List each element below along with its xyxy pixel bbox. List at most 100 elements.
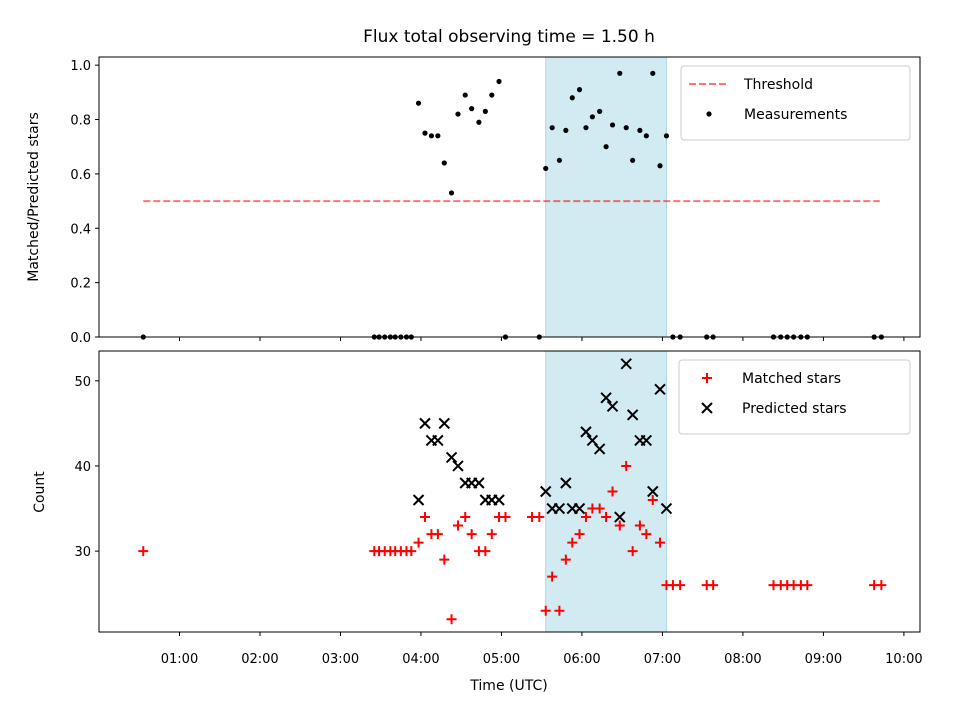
data-point	[627, 546, 638, 557]
y-tick-label: 40	[74, 460, 91, 475]
data-point	[641, 529, 652, 540]
data-point	[448, 190, 455, 196]
data-point	[657, 163, 663, 169]
data-point	[480, 546, 491, 557]
data-point	[415, 100, 422, 106]
data-point	[640, 434, 653, 447]
y-tick-label: 0.0	[70, 331, 91, 346]
data-point	[466, 529, 477, 540]
data-point	[486, 529, 497, 540]
x-tick-label: 07:00	[644, 652, 681, 667]
data-point	[573, 502, 586, 515]
data-point	[422, 130, 428, 136]
data-point	[553, 502, 566, 515]
data-point	[597, 108, 603, 114]
data-point	[445, 451, 458, 464]
data-point	[419, 512, 430, 523]
x-tick-label: 01:00	[161, 652, 198, 667]
data-point	[462, 92, 468, 98]
axes-frame	[98, 56, 921, 338]
y-tick-label: 0.8	[70, 114, 91, 129]
data-point	[637, 127, 643, 133]
data-point	[576, 87, 583, 93]
data-point	[567, 537, 578, 548]
data-point	[660, 502, 673, 515]
data-point	[473, 477, 485, 489]
data-point	[589, 114, 596, 120]
data-point	[655, 537, 666, 548]
data-point	[435, 133, 441, 139]
data-point	[606, 400, 619, 413]
data-point	[540, 485, 552, 498]
data-point	[534, 512, 545, 523]
data-point	[549, 125, 555, 131]
data-point	[580, 512, 591, 523]
data-point	[452, 520, 463, 531]
bottom-panel: 30 40 50 01:00 02:00 03:00 04:00 05:00 06:00 07:0…	[74, 350, 923, 667]
x-tick-label: 02:00	[241, 652, 278, 667]
data-point	[428, 133, 435, 139]
data-point	[663, 133, 670, 139]
x-tick-label: 10:00	[885, 652, 922, 667]
data-point	[469, 106, 475, 112]
data-point	[554, 605, 565, 616]
data-point	[432, 529, 443, 540]
legend-entry-label: Threshold	[743, 77, 813, 93]
legend: Threshold Measurements	[680, 65, 911, 141]
data-point	[489, 92, 495, 98]
y-tick-label: 1.0	[70, 59, 91, 74]
y-tick-label: 50	[74, 375, 91, 390]
data-point	[634, 520, 645, 531]
data-point	[601, 512, 612, 523]
observing-span	[545, 350, 667, 633]
data-point	[496, 78, 502, 85]
data-point	[621, 460, 632, 471]
data-point	[460, 512, 471, 523]
data-point	[626, 409, 639, 421]
data-point	[614, 520, 625, 531]
data-point	[623, 125, 629, 131]
legend-entry-label: Predicted stars	[742, 401, 847, 417]
data-point	[419, 417, 431, 430]
x-tick-label: 05:00	[483, 652, 520, 667]
data-point	[614, 511, 626, 523]
chart-title: Flux total observing time = 1.50 h	[363, 27, 655, 47]
y-tick-label: 30	[74, 545, 91, 560]
series-predicted-stars	[412, 358, 673, 523]
data-point	[543, 165, 549, 172]
top-y-axis-label: Matched/Predicted stars	[26, 112, 42, 282]
legend-entry-label: Measurements	[744, 107, 847, 123]
data-point	[560, 477, 572, 489]
legend-dot-marker	[706, 111, 712, 117]
data-point	[600, 392, 612, 404]
data-point	[617, 70, 623, 76]
data-point	[643, 133, 649, 139]
data-point	[650, 70, 656, 76]
legend-box	[678, 359, 911, 435]
data-point	[439, 554, 450, 565]
x-tick-label: 09:00	[805, 652, 842, 667]
legend-box	[680, 65, 911, 141]
y-tick-label: 0.4	[70, 222, 91, 237]
y-tick-label: 0.6	[70, 168, 91, 183]
x-axis-label: Time (UTC)	[469, 678, 547, 694]
x-tick-label: 08:00	[724, 652, 761, 667]
data-point	[560, 554, 571, 565]
top-panel: 0.0 0.2 0.4 0.6 0.8 1.0 Threshold Measurements	[70, 56, 921, 346]
data-point	[547, 571, 558, 582]
data-point	[452, 460, 464, 472]
bottom-y-axis-label: Count	[32, 471, 48, 513]
data-point	[569, 95, 575, 101]
data-point	[540, 605, 551, 616]
data-point	[476, 119, 482, 125]
data-point	[413, 537, 424, 548]
data-point	[654, 383, 666, 396]
data-point	[630, 157, 636, 163]
data-point	[574, 529, 585, 540]
series-matched-stars	[138, 460, 887, 625]
data-point	[593, 443, 606, 455]
data-point	[482, 108, 488, 114]
data-point	[500, 512, 511, 523]
legend-x-marker	[701, 402, 713, 414]
